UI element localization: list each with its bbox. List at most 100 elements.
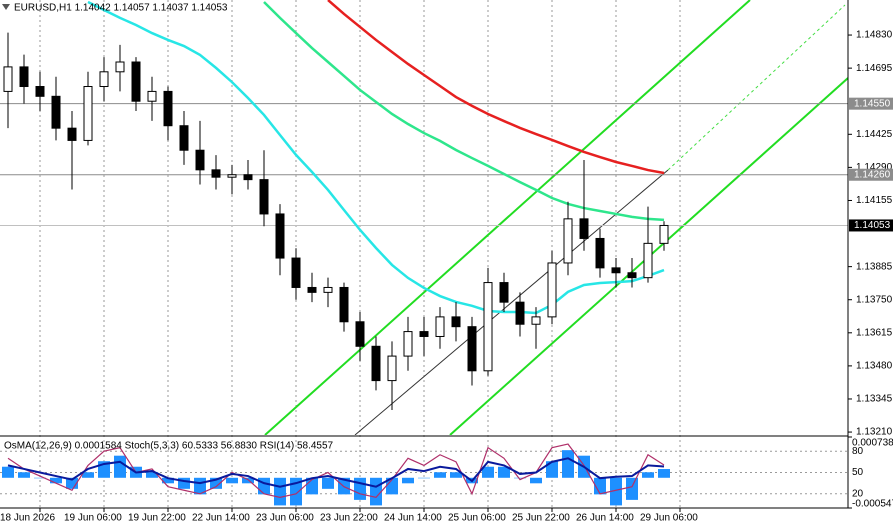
osma-bar (402, 477, 414, 484)
last-price-label: 1.14053 (854, 220, 891, 231)
candle-body (595, 237, 605, 269)
y2-tick-label: 80 (852, 446, 864, 457)
osma-bar (322, 477, 334, 489)
moving-average (87, 0, 665, 315)
candle-body (19, 66, 29, 88)
osma-bar (34, 477, 46, 479)
y-tick-label: 1.13210 (856, 427, 893, 438)
level-label-box (849, 168, 893, 181)
y-tick-label: 1.13615 (856, 327, 893, 338)
y-tick-label: 1.14155 (856, 195, 893, 206)
osma-bar (82, 472, 94, 478)
candle-body (579, 218, 589, 239)
candle-body (275, 213, 285, 259)
candle-body (115, 61, 125, 73)
candle-body (227, 174, 237, 178)
y-tick-label: 1.14425 (856, 129, 893, 140)
osma-bar (642, 472, 654, 478)
level-label-box (849, 97, 893, 110)
indicator-panel (0, 443, 848, 506)
osma-bar (626, 477, 638, 500)
osma-bar (498, 466, 510, 478)
candle-body (211, 169, 221, 178)
y-tick-label: 1.13750 (856, 294, 893, 305)
chart-title: EURUSD,H1 1.14042 1.14057 1.14037 1.1405… (14, 3, 228, 14)
candle-body (547, 262, 557, 318)
y-tick-label: 1.14290 (856, 162, 893, 173)
x-tick-label: 25 Jun 06:00 (448, 513, 506, 524)
x-tick-label: 25 Jun 22:00 (512, 513, 570, 524)
candle-body (243, 174, 253, 181)
channel-median-ext (667, 4, 846, 171)
candle-body (483, 282, 493, 372)
candle-body (51, 95, 61, 129)
candle-body (99, 71, 109, 88)
candle-body (131, 61, 141, 102)
candle-body (627, 272, 637, 279)
candle-body (643, 242, 653, 279)
osma-bar (50, 477, 62, 484)
candle-body (355, 321, 365, 347)
osma-bar (210, 477, 222, 489)
x-tick-label: 19 Jun 22:00 (128, 513, 186, 524)
osma-bar (530, 477, 542, 484)
candle-body (611, 267, 621, 274)
y-tick-label: 1.14695 (856, 63, 893, 74)
candle-body (323, 286, 333, 293)
candle-body (147, 90, 157, 102)
osma-bar (610, 477, 622, 506)
moving-average (327, 0, 665, 175)
osma-bar (2, 466, 14, 478)
candle-body (259, 179, 269, 215)
y-tick-label: 1.13480 (856, 361, 893, 372)
rsi-line (7, 457, 665, 488)
symbol-icon (2, 4, 10, 10)
y-tick-label: 1.13885 (856, 261, 893, 272)
osma-bar (354, 477, 366, 500)
candle-body (195, 149, 205, 171)
x-tick-label: 23 Jun 06:00 (256, 513, 314, 524)
x-tick-label: 26 Jun 14:00 (576, 513, 634, 524)
candle-body (659, 224, 669, 244)
candle-body (163, 90, 173, 127)
x-tick-label: 22 Jun 14:00 (192, 513, 250, 524)
x-tick-label: 18 Jun 2026 (0, 513, 55, 524)
level-label: 1.14550 (854, 98, 891, 109)
osma-bar (658, 469, 670, 478)
stoch-line (7, 443, 665, 499)
osma-bar (178, 477, 190, 489)
osma-bar (114, 455, 126, 478)
y2-tick-label: 50 (852, 467, 864, 478)
osma-bar (434, 472, 446, 478)
indicator-title: OsMA(12,26,9) 0.0001584 Stoch(5,3,3) 60.… (4, 441, 334, 452)
candle-body (563, 218, 573, 264)
x-tick-label: 19 Jun 06:00 (64, 513, 122, 524)
candle-body (371, 345, 381, 382)
y-tick-label: 1.13345 (856, 394, 893, 405)
candle-body (291, 257, 301, 288)
y-tick-label: -0.000547 (852, 499, 893, 510)
y2-tick-label: 20 (852, 488, 864, 499)
osma-bar (594, 477, 606, 495)
candle-body (83, 86, 93, 141)
moving-average (263, 1, 665, 222)
osma-bar (66, 477, 78, 489)
osma-bar (242, 477, 254, 484)
y-tick-label: 1.14830 (856, 30, 893, 41)
candle-body (67, 127, 77, 141)
candle-body (307, 286, 317, 293)
osma-bar (18, 472, 30, 478)
osma-bar (514, 477, 526, 479)
candle-body (499, 282, 509, 303)
candle-body (3, 66, 13, 92)
osma-bar (146, 472, 158, 478)
x-tick-label: 29 Jun 06:00 (640, 513, 698, 524)
x-tick-label: 23 Jun 22:00 (320, 513, 378, 524)
candle-body (435, 316, 445, 337)
osma-bar (418, 477, 430, 479)
osma-bar (482, 466, 494, 478)
last-price-box (849, 219, 893, 232)
osma-bar (226, 477, 238, 484)
